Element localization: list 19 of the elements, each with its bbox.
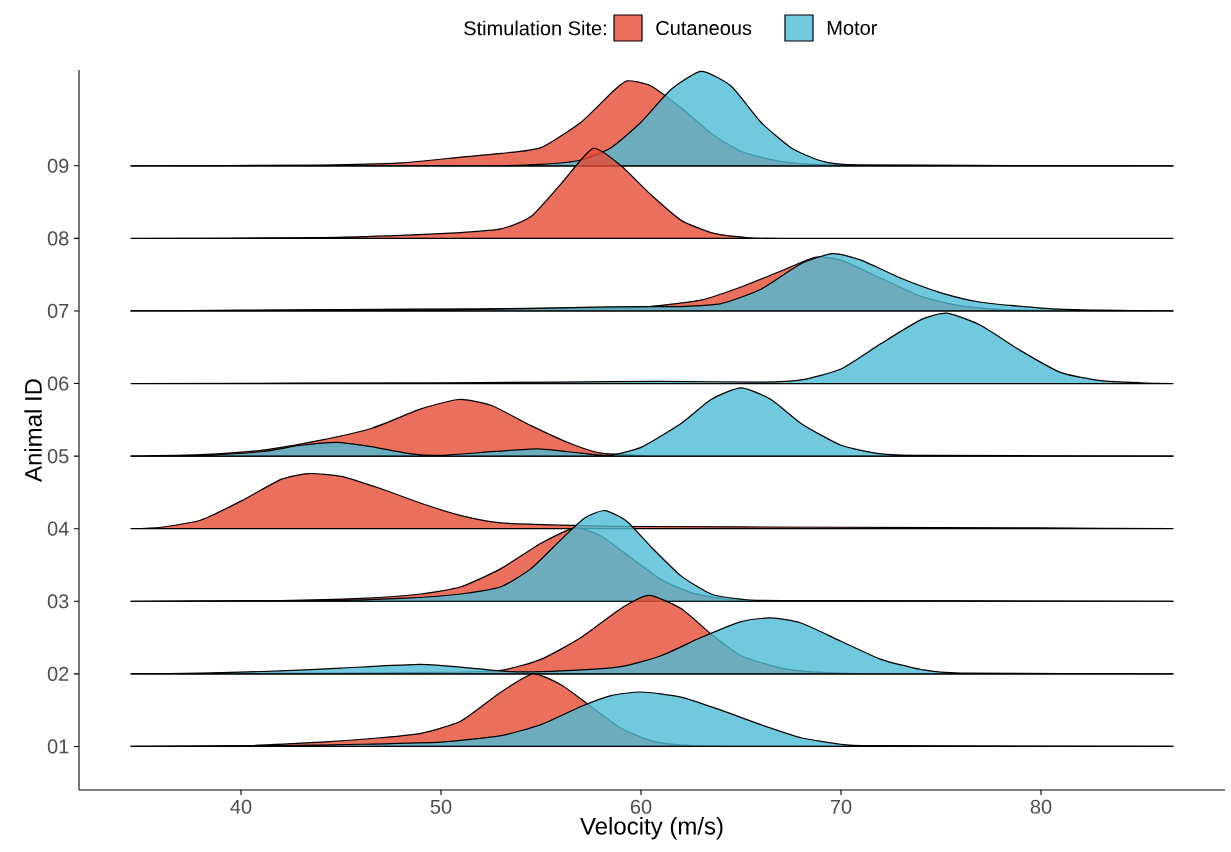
y-tick-label: 06 (47, 376, 69, 391)
y-tick-label: 04 (47, 521, 69, 536)
y-tick-label: 09 (47, 158, 69, 173)
x-tick-label: 70 (830, 799, 852, 814)
legend-label: Cutaneous (656, 20, 752, 36)
legend-title: Stimulation Site: (464, 20, 606, 36)
y-tick-label: 05 (47, 449, 69, 464)
y-tick-label: 01 (47, 739, 69, 754)
x-tick-label: 60 (630, 799, 652, 814)
x-tick-label: 50 (430, 799, 452, 814)
x-tick-label: 80 (1030, 799, 1052, 814)
y-axis-title: Animal ID (24, 379, 42, 482)
y-tick-label: 08 (47, 231, 69, 246)
x-tick-label: 40 (230, 799, 252, 814)
legend-label: Motor (827, 21, 878, 35)
y-tick-label: 02 (47, 666, 69, 681)
x-axis-title: Velocity (m/s) (580, 817, 723, 840)
y-tick-label: 03 (47, 594, 69, 609)
y-tick-label: 07 (47, 303, 69, 319)
